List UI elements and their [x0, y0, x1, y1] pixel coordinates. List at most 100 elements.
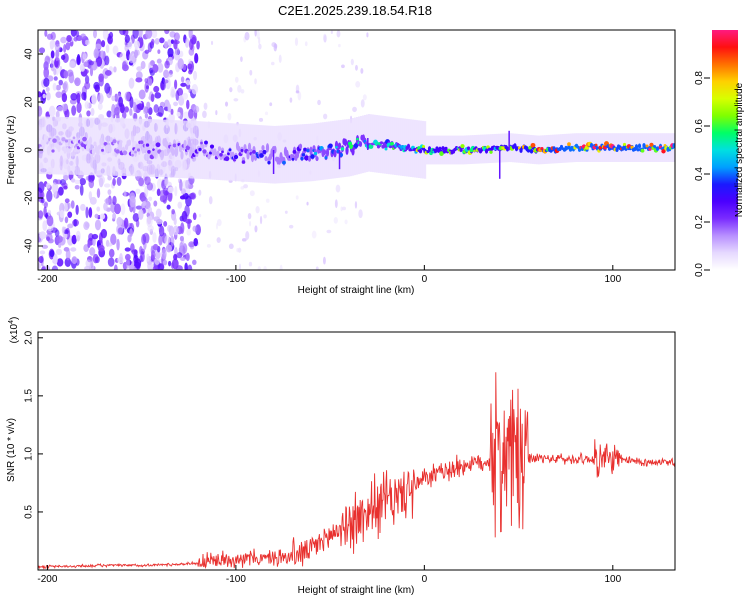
- heatmap-cell: [60, 54, 66, 61]
- heatmap-cell: [198, 189, 202, 196]
- heatmap-cell: [344, 119, 347, 178]
- heatmap-cell: [107, 35, 114, 45]
- heatmap-cell: [240, 56, 243, 62]
- heatmap-cell: [489, 150, 493, 154]
- heatmap-cell: [135, 77, 143, 83]
- heatmap-cell: [254, 124, 257, 183]
- heatmap-cell: [95, 56, 103, 67]
- heatmap-x-ticks: -200 -100 0 100: [37, 265, 622, 285]
- heatmap-cell: [354, 201, 358, 209]
- heatmap-cell: [278, 54, 282, 64]
- heatmap-cell: [258, 36, 261, 45]
- heatmap-cell: [201, 144, 205, 150]
- heatmap-cell: [153, 200, 158, 207]
- heatmap-cell: [73, 218, 77, 227]
- heatmap-cell: [567, 142, 571, 146]
- heatmap-cell: [155, 142, 161, 148]
- heatmap-cell: [336, 30, 341, 38]
- heatmap-cell: [262, 149, 267, 155]
- heatmap-cell: [164, 235, 171, 246]
- heatmap-cell: [259, 153, 264, 158]
- heatmap-cell: [90, 107, 95, 116]
- heatmap-cell: [157, 49, 161, 54]
- heatmap-cell: [102, 117, 105, 176]
- heatmap-y-ticks: -40 -20 0 20 40: [24, 48, 43, 253]
- heatmap-cell: [38, 181, 45, 193]
- heatmap-cell: [178, 50, 184, 58]
- heatmap-cell: [421, 145, 426, 149]
- heatmap-cell: [167, 190, 173, 203]
- heatmap-cell: [152, 243, 159, 251]
- heatmap-cell: [112, 118, 115, 176]
- heatmap-cell: [193, 105, 200, 114]
- heatmap-cell: [136, 66, 143, 72]
- heatmap-cell: [123, 190, 127, 197]
- heatmap-cell: [74, 77, 81, 87]
- heatmap-cell: [152, 64, 159, 73]
- heatmap-cell: [310, 154, 315, 159]
- snr-frame: [37, 331, 676, 571]
- heatmap-cell: [292, 124, 295, 183]
- heatmap-cell: [366, 32, 369, 38]
- heatmap-cell: [228, 243, 234, 250]
- heatmap-cell: [177, 201, 183, 209]
- heatmap-cell: [46, 236, 50, 241]
- heatmap-cell: [154, 147, 159, 156]
- y-tick-label: 1.0: [24, 447, 35, 461]
- heatmap-cell: [176, 111, 181, 117]
- heatmap-cell: [173, 101, 179, 107]
- snr-scale-label: (x104): [8, 317, 20, 344]
- heatmap-cell: [59, 210, 65, 218]
- heatmap-cell: [134, 150, 137, 154]
- heatmap-cell: [90, 174, 95, 181]
- y-tick-label: -40: [24, 238, 35, 253]
- heatmap-cell: [156, 188, 161, 197]
- heatmap-cell: [233, 154, 239, 160]
- heatmap-cell: [124, 91, 131, 102]
- heatmap-cell: [180, 76, 185, 83]
- heatmap-cell: [140, 118, 143, 177]
- heatmap-cell: [101, 148, 104, 152]
- heatmap-cell: [179, 179, 183, 191]
- heatmap-cell: [246, 150, 250, 160]
- heatmap-cell: [43, 67, 50, 79]
- heatmap-cell: [124, 106, 129, 113]
- heatmap-cell: [388, 145, 393, 149]
- heatmap-cell: [51, 149, 55, 153]
- heatmap-cell: [184, 204, 190, 217]
- heatmap-cell: [115, 149, 120, 154]
- heatmap-cell: [57, 144, 61, 153]
- heatmap-cell: [200, 141, 203, 145]
- snr-x-label: Height of straight line (km): [298, 585, 415, 596]
- heatmap-cell: [54, 43, 61, 52]
- heatmap-cell: [528, 145, 532, 150]
- heatmap-cell: [145, 143, 150, 147]
- heatmap-cell: [269, 102, 273, 107]
- heatmap-cell: [154, 119, 157, 177]
- heatmap-cell: [102, 30, 109, 40]
- heatmap-cell: [71, 256, 78, 265]
- heatmap-cell: [80, 203, 86, 212]
- heatmap-cell: [44, 30, 48, 37]
- heatmap-cell: [311, 230, 317, 239]
- heatmap-cell: [279, 264, 283, 270]
- heatmap-cell: [46, 116, 49, 175]
- heatmap-cell: [154, 37, 160, 45]
- heatmap-cell: [171, 208, 175, 215]
- heatmap-cell: [46, 215, 54, 227]
- heatmap-cell: [63, 70, 69, 79]
- heatmap-cell: [284, 210, 288, 214]
- heatmap-cell: [60, 36, 67, 44]
- heatmap-cell: [129, 108, 133, 116]
- heatmap-cell: [162, 79, 169, 84]
- heatmap-cell: [87, 241, 91, 249]
- heatmap-cell: [99, 50, 105, 60]
- heatmap-cell: [634, 144, 639, 150]
- heatmap-cell: [88, 207, 93, 218]
- heatmap-cell: [166, 204, 171, 210]
- heatmap-cell: [70, 247, 77, 252]
- heatmap-cell: [196, 40, 200, 50]
- heatmap-cell: [88, 136, 93, 145]
- heatmap-cell: [113, 66, 117, 73]
